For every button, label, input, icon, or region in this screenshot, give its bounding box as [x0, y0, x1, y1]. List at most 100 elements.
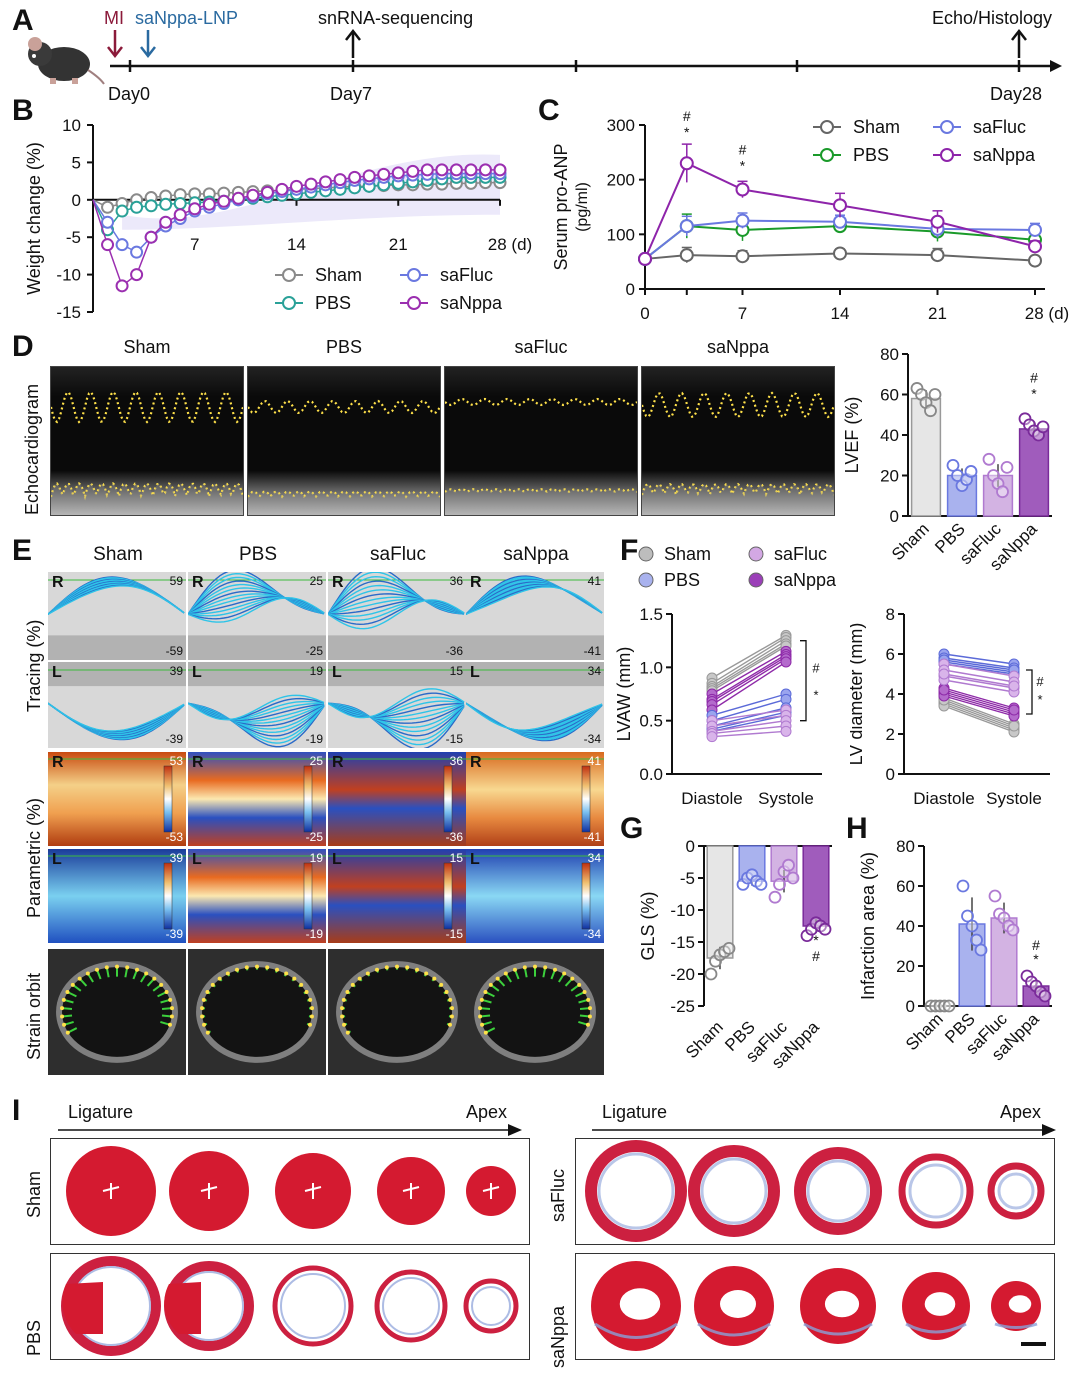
wall-label: L: [52, 664, 62, 681]
strain-curve: [328, 599, 465, 630]
y-tick-label: -25: [670, 997, 695, 1016]
legend-label: Sham: [315, 265, 362, 285]
scale-max-label: 15: [449, 664, 463, 678]
y-tick-label: 80: [896, 837, 915, 856]
heatmap: [328, 752, 466, 846]
data-point-saNppa: [735, 182, 750, 197]
ventricle: [474, 961, 596, 1063]
data-point: [754, 878, 768, 891]
significance-mark: *: [684, 124, 690, 140]
data-point: [1006, 923, 1020, 937]
tracking-point: [384, 965, 389, 970]
bar-saNppa: [802, 845, 830, 927]
hist-label-sham: Sham: [24, 1170, 44, 1218]
lumen: [102, 1183, 120, 1199]
bar-Sham: [706, 845, 734, 959]
paired-line-Sham: [711, 643, 787, 690]
data-point-saFluc: [679, 219, 694, 234]
tracking-point: [60, 1006, 65, 1011]
y-tick-label: 0: [686, 837, 695, 856]
y-tick-label: 20: [880, 467, 899, 486]
wall-label: R: [332, 754, 344, 771]
tracking-point: [61, 997, 66, 1002]
e-tile-orbit-sanppa: [466, 949, 604, 1075]
y-unit-group: (pg/ml): [574, 182, 591, 232]
scale-min-label: -39: [165, 927, 183, 941]
tracking-point: [512, 967, 517, 972]
data-point-saNppa: [362, 169, 376, 183]
wall-fill: [642, 484, 834, 515]
x-tick-label: 7: [738, 304, 747, 323]
panel-label-a: A: [12, 4, 34, 37]
e-tile-trace-sham: L 39 -39: [48, 662, 186, 748]
colorbar: [581, 765, 591, 833]
data-point: [786, 871, 800, 885]
e-tile-trace-sanppa: L 34 -34: [466, 662, 604, 748]
y-axis-label: LVEF (%): [842, 397, 862, 474]
data-point-Sham: [930, 248, 945, 263]
wall-label: L: [52, 851, 62, 868]
fibrosis: [905, 1322, 967, 1334]
heart-sections: [585, 1140, 1045, 1242]
tracking-point: [341, 997, 346, 1002]
tracking-point: [350, 982, 355, 987]
weight-change-chart: 10 5 0 -5 -10 -15 7 14 21 28 (d) Weight change (%)…: [24, 116, 532, 320]
tracking-point: [522, 965, 527, 970]
trace-graphic: [48, 662, 186, 748]
e-tile-trace-safluc: R 36 -36: [328, 572, 466, 660]
e-tile-param-safluc: R 36 -36: [328, 752, 466, 846]
echo-image-pbs: PBS: [247, 337, 441, 516]
e-tile-orbit-safluc: [328, 949, 466, 1075]
x-label-group: Sham: [682, 1017, 727, 1062]
orbit-graphic: [328, 949, 466, 1075]
panel-label-g: G: [620, 812, 644, 845]
significance-mark: #: [1030, 369, 1038, 385]
paired-line-PBS: [943, 653, 1015, 665]
y-tick-label: 200: [607, 171, 635, 190]
tracking-point: [586, 997, 591, 1002]
data-point-saNppa: [780, 656, 792, 668]
histology-row-sanppa: [575, 1253, 1055, 1360]
ventricle: [336, 961, 458, 1063]
paired-line-Sham: [943, 703, 1015, 731]
data-point-saNppa: [930, 214, 945, 229]
significance-mark: #: [812, 948, 820, 964]
param-graphic: [466, 752, 604, 846]
paired-line-saNppa: [943, 693, 1015, 715]
data-point: [1036, 420, 1050, 434]
heatmap: [466, 752, 604, 846]
e-tile-param-safluc: L 15 -15: [328, 849, 466, 943]
data-point-saNppa: [938, 684, 950, 696]
echo-header: saFluc: [514, 337, 568, 357]
tracking-point: [415, 967, 420, 972]
legend-marker: [282, 268, 296, 282]
panel-label-d: D: [12, 330, 34, 363]
tracking-point: [585, 1022, 590, 1027]
significance-mark: #: [1036, 674, 1044, 689]
paired-line-saNppa: [943, 689, 1015, 711]
tracking-point: [543, 965, 548, 970]
tracking-point: [582, 989, 587, 994]
panel-label-b: B: [12, 94, 34, 127]
e-tile-param-sanppa: R 41 -41: [466, 752, 604, 846]
tracking-point: [265, 965, 270, 970]
lumen: [924, 1292, 956, 1316]
data-point-saFluc: [101, 215, 115, 229]
y-tick-label: -5: [680, 869, 695, 888]
heart-wall: [898, 1153, 974, 1229]
heatmap: [466, 849, 604, 943]
paired-line-PBS: [711, 698, 787, 722]
scale-max-label: 34: [587, 664, 601, 678]
fibrosis: [597, 1152, 675, 1230]
heatmap: [328, 849, 466, 943]
trace-graphic: [188, 662, 326, 748]
echo-trace: [247, 367, 441, 515]
tracking-point: [483, 1030, 488, 1035]
scale-max-label: 34: [587, 851, 601, 865]
wall-label: R: [192, 574, 204, 591]
wall-label: R: [52, 574, 64, 591]
significance-mark: *: [813, 932, 819, 948]
strain-curve: [188, 694, 325, 721]
tracking-point: [309, 1006, 314, 1011]
parametric-row-label: Parametric (%): [24, 797, 44, 918]
